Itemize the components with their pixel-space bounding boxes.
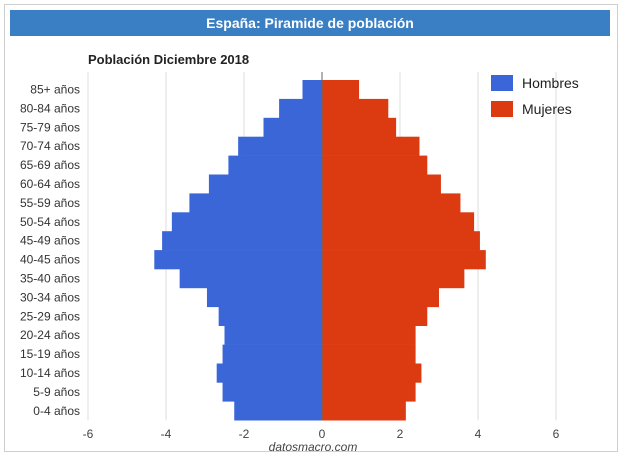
legend-label: Mujeres bbox=[522, 101, 572, 117]
x-tick-label: -2 bbox=[239, 427, 250, 441]
bar-hombres bbox=[224, 325, 322, 345]
y-category-label: 5-9 años bbox=[33, 385, 80, 399]
bar-mujeres bbox=[322, 363, 422, 383]
legend-swatch bbox=[491, 75, 513, 91]
bar-mujeres bbox=[322, 212, 475, 232]
bar-mujeres bbox=[322, 80, 360, 100]
y-category-label: 85+ años bbox=[30, 82, 80, 96]
y-category-label: 75-79 años bbox=[20, 120, 80, 134]
bar-hombres bbox=[216, 363, 322, 383]
bar-hombres bbox=[206, 287, 322, 308]
bar-hombres bbox=[179, 269, 322, 289]
bar-mujeres bbox=[322, 306, 428, 326]
bar-hombres bbox=[222, 382, 322, 402]
y-category-label: 10-14 años bbox=[20, 366, 80, 380]
bar-mujeres bbox=[322, 174, 441, 194]
header-title: España: Piramide de población bbox=[206, 15, 414, 31]
y-category-label: 40-45 años bbox=[20, 253, 80, 267]
y-category-label: 80-84 años bbox=[20, 101, 80, 115]
y-category-label: 50-54 años bbox=[20, 215, 80, 229]
bar-hombres bbox=[162, 231, 322, 251]
x-tick-label: 6 bbox=[553, 427, 560, 441]
y-category-label: 25-29 años bbox=[20, 309, 80, 323]
bar-mujeres bbox=[322, 344, 416, 364]
legend-label: Hombres bbox=[522, 75, 579, 91]
bar-hombres bbox=[228, 155, 322, 175]
x-tick-label: 4 bbox=[475, 427, 482, 441]
y-category-label: 60-64 años bbox=[20, 177, 80, 191]
bar-hombres bbox=[234, 401, 322, 421]
bar-hombres bbox=[154, 250, 322, 270]
bar-hombres bbox=[279, 98, 322, 119]
bar-hombres bbox=[208, 174, 322, 194]
y-category-label: 45-49 años bbox=[20, 234, 80, 248]
y-category-label: 15-19 años bbox=[20, 347, 80, 361]
source-credit: datosmacro.com bbox=[268, 440, 358, 454]
bar-mujeres bbox=[322, 287, 439, 308]
x-tick-label: 2 bbox=[397, 427, 404, 441]
bar-hombres bbox=[218, 306, 322, 326]
bar-mujeres bbox=[322, 193, 461, 213]
chart-header: España: Piramide de población bbox=[10, 10, 610, 36]
y-category-label: 30-34 años bbox=[20, 290, 80, 304]
bar-mujeres bbox=[322, 382, 416, 402]
x-tick-label: -4 bbox=[161, 427, 172, 441]
bar-hombres bbox=[302, 80, 322, 100]
bar-mujeres bbox=[322, 269, 465, 289]
y-category-label: 65-69 años bbox=[20, 158, 80, 172]
bar-hombres bbox=[222, 344, 322, 364]
chart-title: Población Diciembre 2018 bbox=[88, 52, 249, 67]
bar-hombres bbox=[171, 212, 322, 232]
y-category-label: 70-74 años bbox=[20, 139, 80, 153]
y-category-label: 55-59 años bbox=[20, 196, 80, 210]
bar-mujeres bbox=[322, 117, 397, 137]
bar-mujeres bbox=[322, 401, 406, 421]
bar-hombres bbox=[238, 136, 322, 156]
bar-mujeres bbox=[322, 231, 480, 251]
bar-hombres bbox=[189, 193, 322, 213]
y-category-label: 20-24 años bbox=[20, 328, 80, 342]
bar-mujeres bbox=[322, 98, 389, 119]
bar-hombres bbox=[263, 117, 322, 137]
x-tick-label: 0 bbox=[319, 427, 326, 441]
bar-mujeres bbox=[322, 136, 420, 156]
bar-mujeres bbox=[322, 325, 416, 345]
legend-swatch bbox=[491, 101, 513, 117]
y-category-label: 35-40 años bbox=[20, 271, 80, 285]
bar-mujeres bbox=[322, 250, 486, 270]
x-tick-label: -6 bbox=[83, 427, 94, 441]
bar-mujeres bbox=[322, 155, 428, 175]
y-category-label: 0-4 años bbox=[33, 404, 80, 418]
